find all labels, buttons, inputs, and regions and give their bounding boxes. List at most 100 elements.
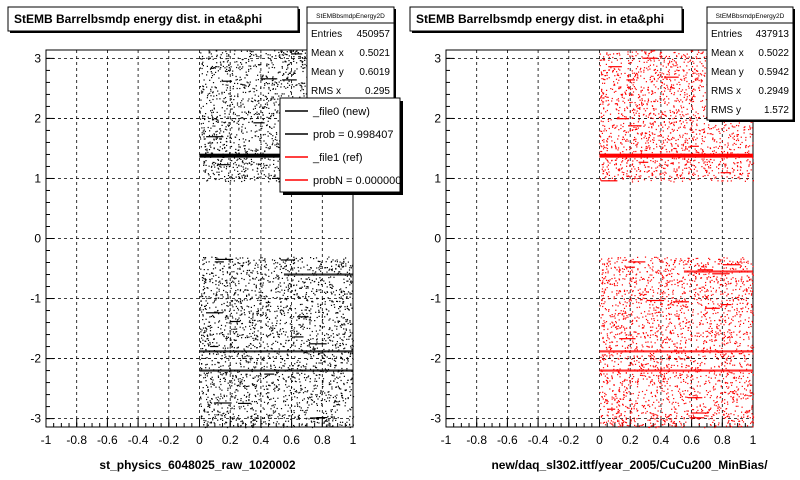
data-point	[224, 329, 226, 331]
data-point	[222, 377, 225, 379]
data-point	[211, 109, 213, 111]
data-point	[260, 133, 262, 136]
data-streak	[206, 136, 224, 138]
data-point	[258, 399, 260, 401]
data-point	[282, 261, 284, 263]
data-point	[217, 167, 219, 169]
data-point	[271, 405, 273, 407]
data-point	[260, 278, 262, 280]
data-point	[214, 125, 216, 127]
data-point	[287, 86, 289, 88]
data-point	[217, 121, 219, 123]
data-point	[630, 62, 632, 64]
data-point	[282, 414, 284, 416]
data-point	[339, 271, 341, 273]
data-point	[265, 295, 267, 297]
data-point	[295, 312, 297, 314]
data-point	[204, 305, 206, 308]
data-point	[280, 79, 282, 82]
data-point	[693, 62, 695, 64]
data-point	[202, 309, 204, 311]
data-point	[607, 104, 609, 106]
data-point	[284, 289, 286, 291]
data-point	[299, 60, 301, 62]
data-point	[673, 117, 676, 119]
data-point	[276, 275, 278, 277]
data-point	[268, 82, 270, 85]
data-point	[212, 333, 214, 335]
data-point	[217, 410, 219, 412]
data-point	[703, 162, 705, 164]
data-point	[240, 373, 242, 376]
data-point	[200, 341, 202, 343]
data-point	[278, 146, 280, 149]
data-point	[346, 318, 349, 321]
data-point	[233, 157, 236, 159]
data-point	[303, 282, 305, 284]
data-point	[270, 398, 272, 400]
data-point	[223, 351, 225, 354]
data-point	[668, 56, 670, 58]
data-point	[327, 415, 329, 418]
data-point	[294, 52, 296, 54]
data-point	[325, 412, 328, 415]
data-point	[660, 179, 662, 181]
y-tick-label: 1	[34, 171, 41, 185]
data-point	[301, 63, 304, 66]
data-point	[326, 419, 328, 421]
data-point	[328, 400, 330, 402]
data-point	[231, 108, 233, 110]
data-point	[656, 166, 659, 168]
data-point	[332, 418, 334, 420]
data-point	[631, 179, 633, 181]
data-point	[275, 291, 277, 293]
data-point	[206, 180, 208, 182]
data-point	[271, 344, 273, 346]
data-point	[219, 114, 221, 117]
data-point	[238, 127, 240, 129]
data-point	[212, 379, 214, 381]
data-point	[304, 373, 306, 375]
data-point	[243, 174, 245, 176]
data-point	[701, 63, 703, 65]
data-point	[243, 357, 245, 359]
data-point	[203, 410, 205, 412]
data-point	[225, 285, 227, 287]
data-point	[223, 334, 225, 336]
data-point	[300, 84, 302, 87]
data-point	[270, 99, 272, 101]
data-point	[302, 60, 304, 63]
data-point	[321, 383, 324, 385]
data-point	[291, 290, 293, 292]
data-point	[210, 110, 212, 112]
data-point	[229, 302, 231, 304]
data-point	[322, 378, 325, 380]
data-point	[322, 339, 324, 342]
data-point	[329, 284, 331, 286]
data-point	[250, 298, 252, 300]
data-point	[257, 320, 259, 322]
data-point	[199, 381, 202, 383]
data-point	[209, 327, 211, 329]
data-point	[693, 131, 695, 133]
data-point	[221, 389, 223, 391]
data-point	[640, 90, 642, 92]
data-point	[327, 337, 329, 339]
data-point	[325, 292, 327, 294]
data-point	[285, 53, 287, 56]
data-point	[303, 377, 306, 379]
data-point	[226, 73, 229, 75]
data-point	[254, 88, 256, 90]
data-point	[276, 142, 278, 144]
data-point	[726, 176, 728, 178]
data-point	[283, 314, 286, 316]
data-point	[684, 157, 686, 159]
data-point	[236, 335, 238, 337]
data-point	[249, 56, 251, 58]
data-point	[246, 373, 248, 375]
data-point	[269, 164, 271, 166]
data-point	[295, 84, 297, 86]
data-point	[229, 69, 231, 71]
data-point	[287, 270, 289, 272]
y-tick-label: -1	[430, 292, 441, 306]
